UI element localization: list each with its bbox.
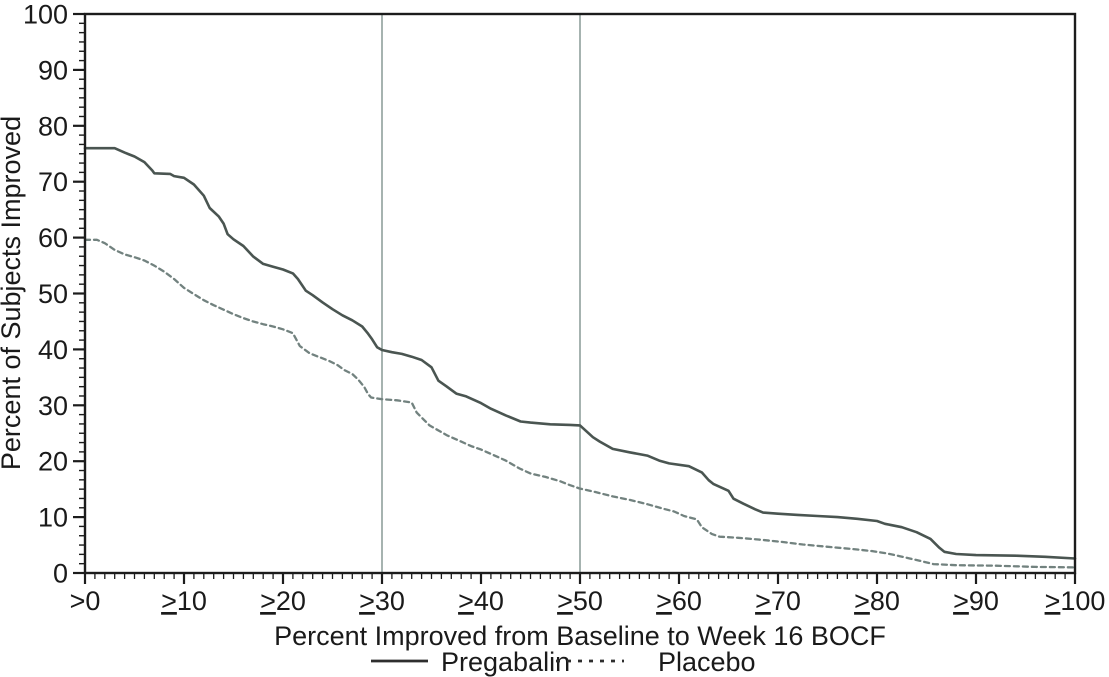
axis-tick-labels: 0 10 20 30 40 50 60 70 80 90 100 >0 >10 >20 >30 >40 >50 >… [23, 0, 1105, 616]
y-tick-label: 20 [38, 447, 68, 477]
x-tick-label: >10 [161, 586, 207, 616]
x-tick-label: >80 [854, 586, 900, 616]
x-tick-label: >40 [458, 586, 504, 616]
legend-label-placebo: Placebo [658, 647, 756, 677]
pregabalin-line [83, 146, 1077, 560]
y-tick-label: 40 [38, 335, 68, 365]
y-axis-title: Percent of Subjects Improved [0, 116, 26, 470]
placebo-line [83, 238, 1077, 569]
data-curves [83, 146, 1077, 569]
x-tick-label: >20 [260, 586, 306, 616]
y-tick-label: 50 [38, 279, 68, 309]
y-tick-label: 0 [53, 559, 68, 589]
x-tick-label: >100 [1045, 586, 1106, 616]
x-tick-label: >30 [359, 586, 405, 616]
x-tick-label: >90 [953, 586, 999, 616]
legend: Pregabalin Placebo [371, 647, 756, 677]
y-tick-label: 90 [38, 55, 68, 85]
x-axis-title: Percent Improved from Baseline to Week 1… [274, 621, 886, 651]
x-tick-label: >60 [656, 586, 702, 616]
reference-lines [381, 14, 581, 573]
legend-label-pregabalin: Pregabalin [441, 647, 570, 677]
y-tick-label: 70 [38, 167, 68, 197]
y-tick-label: 30 [38, 391, 68, 421]
y-tick-label: 80 [38, 111, 68, 141]
y-tick-label: 10 [38, 503, 68, 533]
y-tick-label: 100 [23, 0, 68, 30]
plot-frame [83, 12, 1077, 575]
y-tick-label: 60 [38, 223, 68, 253]
x-tick-label: >70 [755, 586, 801, 616]
x-tick-label: >0 [70, 586, 101, 616]
axis-ticks [73, 12, 1077, 584]
x-tick-label: >50 [557, 586, 603, 616]
